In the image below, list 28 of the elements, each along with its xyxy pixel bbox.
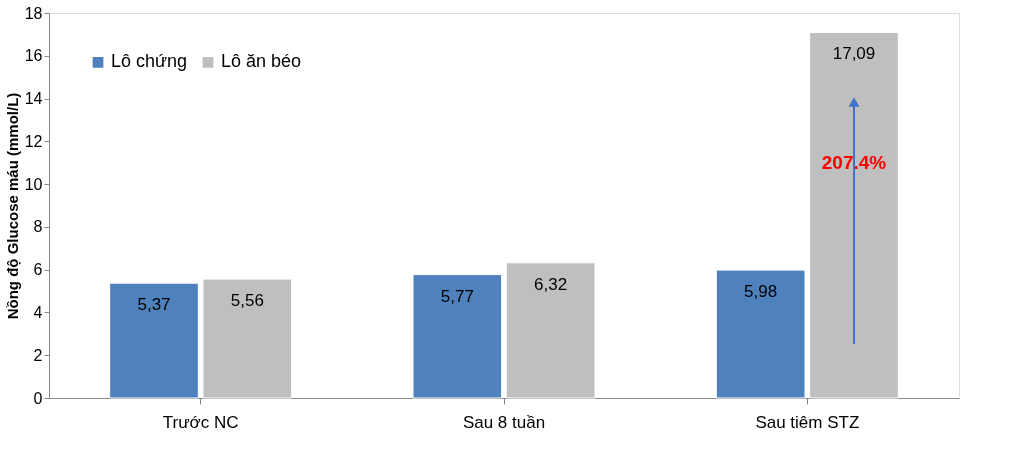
y-tick-label: 2 <box>33 346 43 364</box>
y-tick-label: 8 <box>33 218 43 236</box>
y-tick-label: 6 <box>33 261 43 279</box>
y-tick-label: 16 <box>24 47 43 65</box>
x-tick-label: Sau tiêm STZ <box>755 412 860 432</box>
text: 5,98 <box>744 282 778 302</box>
y-tick-label: 14 <box>24 90 43 108</box>
bar <box>809 31 899 399</box>
y-tick-label: 4 <box>33 303 43 321</box>
x-tick-label: Sau 8 tuần <box>462 412 546 432</box>
bar <box>109 282 199 399</box>
y-tick-label: 0 <box>33 389 43 407</box>
bar <box>715 269 806 399</box>
y-tick-label: 18 <box>24 4 43 22</box>
y-axis-title: Nồng độ Glucose máu (mmol/L) <box>3 92 21 320</box>
legend-label: Lô ăn béo <box>221 51 302 72</box>
legend-label: Lô chứng <box>111 51 188 72</box>
x-tick-label: Trước NC <box>162 412 239 432</box>
y-tick-label: 12 <box>24 132 43 150</box>
text: 5,77 <box>440 286 474 306</box>
text: 6,32 <box>534 274 568 294</box>
bar <box>202 278 293 399</box>
bar <box>505 262 596 399</box>
bar <box>412 274 503 399</box>
text: 5,56 <box>230 291 264 311</box>
text: 5,37 <box>137 295 171 315</box>
text: 17,09 <box>832 44 876 64</box>
y-tick-label: 10 <box>24 175 43 193</box>
